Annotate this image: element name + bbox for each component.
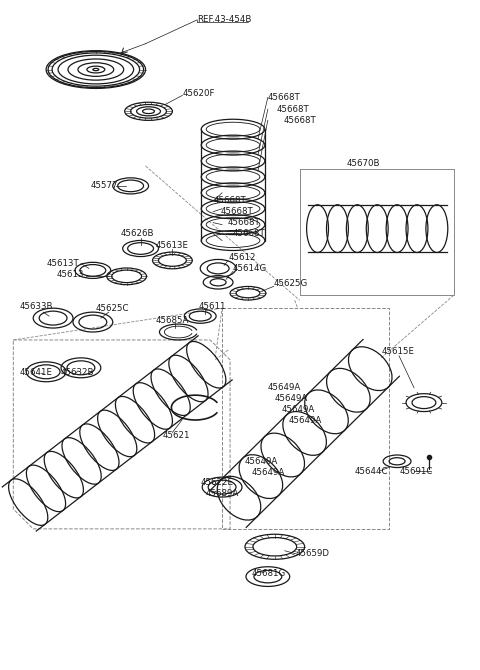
Text: 45632B: 45632B (61, 369, 95, 377)
Text: 45612: 45612 (228, 253, 255, 262)
Text: 45614G: 45614G (233, 264, 267, 273)
Text: 45668T: 45668T (227, 218, 260, 227)
Text: 45613E: 45613E (156, 241, 189, 250)
Text: 45668T: 45668T (268, 93, 300, 102)
Text: 45649A: 45649A (268, 383, 301, 392)
Text: 45649A: 45649A (288, 416, 322, 425)
Text: 45659D: 45659D (296, 549, 330, 558)
Text: 45620F: 45620F (182, 89, 215, 98)
Text: 45625C: 45625C (96, 304, 129, 313)
Text: 45622E: 45622E (200, 478, 233, 486)
Text: 45625G: 45625G (274, 279, 308, 288)
Text: 45689A: 45689A (205, 488, 239, 498)
Text: REF.43-454B: REF.43-454B (197, 15, 252, 24)
Text: 45644C: 45644C (354, 467, 388, 476)
Text: 45668T: 45668T (233, 229, 266, 238)
Text: 45649A: 45649A (245, 457, 278, 466)
Text: 45668T: 45668T (284, 116, 316, 125)
Text: 45649A: 45649A (282, 405, 315, 414)
Text: 45626B: 45626B (120, 229, 154, 238)
Text: 45649A: 45649A (252, 468, 285, 476)
Text: 45611: 45611 (198, 302, 226, 311)
Text: 45633B: 45633B (19, 302, 53, 311)
Text: 45668T: 45668T (220, 207, 253, 216)
Text: 45641E: 45641E (19, 369, 52, 377)
Text: 45613T: 45613T (46, 259, 79, 268)
Text: 45691C: 45691C (399, 467, 432, 476)
Text: 45668T: 45668T (213, 196, 246, 205)
Text: 45613: 45613 (56, 270, 84, 279)
Text: 45668T: 45668T (277, 105, 310, 114)
Text: 45621: 45621 (162, 431, 190, 440)
Text: 45649A: 45649A (275, 394, 308, 403)
Text: 45681G: 45681G (252, 569, 286, 578)
Text: 45670B: 45670B (347, 159, 380, 168)
Text: 45615E: 45615E (381, 348, 414, 356)
Text: 45685A: 45685A (156, 316, 189, 324)
Text: 45577: 45577 (91, 182, 119, 190)
